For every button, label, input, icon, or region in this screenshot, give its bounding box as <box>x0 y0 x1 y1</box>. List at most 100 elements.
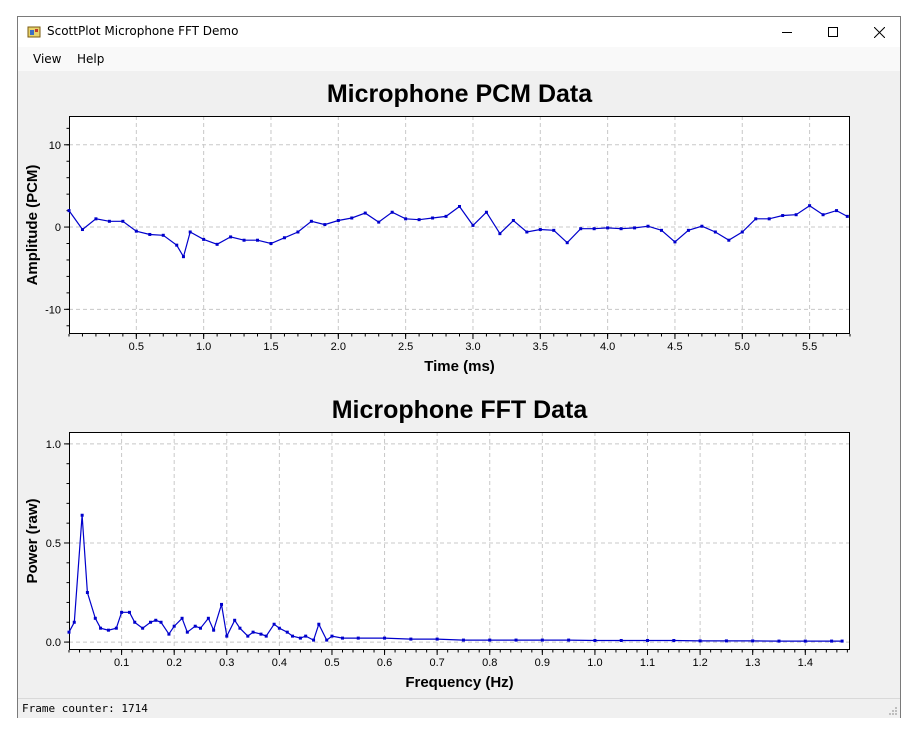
data-point <box>383 636 387 640</box>
x-tick-label: 0.4 <box>272 657 287 669</box>
data-point <box>225 634 229 638</box>
data-point <box>72 620 76 624</box>
maximize-button[interactable] <box>810 17 856 47</box>
data-point <box>181 255 185 259</box>
data-point <box>291 634 295 638</box>
data-point <box>285 630 289 634</box>
data-point <box>350 216 354 220</box>
data-point <box>659 228 663 232</box>
x-tick-label: 0.9 <box>535 657 550 669</box>
data-point <box>633 226 637 230</box>
x-tick-label: 3.5 <box>533 341 548 353</box>
x-axis-label: Frequency (Hz) <box>405 674 513 691</box>
data-point <box>821 213 825 217</box>
data-point <box>538 228 542 232</box>
data-point <box>67 630 71 634</box>
x-tick-label: 0.8 <box>482 657 497 669</box>
data-point <box>593 638 597 642</box>
data-point <box>830 639 834 643</box>
data-point <box>188 230 192 234</box>
data-point <box>619 227 623 231</box>
data-point <box>296 230 300 234</box>
x-tick-label: 0.3 <box>219 657 234 669</box>
data-point <box>148 232 152 236</box>
data-point <box>700 224 704 228</box>
data-point <box>540 638 544 642</box>
data-point <box>431 216 435 220</box>
series-line <box>68 204 848 259</box>
data-point <box>220 602 224 606</box>
menu-help[interactable]: Help <box>77 52 105 66</box>
data-point <box>206 616 210 620</box>
close-button[interactable] <box>856 17 902 47</box>
chart-2 <box>64 432 850 655</box>
chart-1 <box>64 116 851 339</box>
data-point <box>198 626 202 630</box>
x-tick-label: 5.5 <box>802 341 817 353</box>
data-point <box>336 218 340 222</box>
x-tick-label: 0.7 <box>429 657 444 669</box>
data-point <box>80 513 84 517</box>
data-point <box>304 634 308 638</box>
data-point <box>461 638 465 642</box>
data-point <box>619 638 623 642</box>
data-point <box>251 630 255 634</box>
data-point <box>458 204 461 208</box>
data-point <box>686 228 690 232</box>
data-point <box>277 626 281 630</box>
data-point <box>525 230 529 234</box>
data-point <box>312 638 316 642</box>
data-point <box>417 218 421 222</box>
x-tick-label: 0.5 <box>324 657 339 669</box>
x-tick-label: 1.0 <box>587 657 602 669</box>
title-bar[interactable]: ScottPlot Microphone FFT Demo <box>18 17 900 47</box>
data-point <box>85 591 89 595</box>
y-tick-label: 1.0 <box>46 439 61 451</box>
data-point <box>242 238 246 242</box>
data-point <box>751 639 755 643</box>
data-point <box>511 218 515 222</box>
data-point <box>435 637 439 641</box>
y-tick-label: 0 <box>55 222 61 234</box>
x-tick-label: 1.5 <box>263 341 278 353</box>
data-point <box>845 214 849 218</box>
data-point <box>120 610 124 614</box>
data-point <box>754 217 758 221</box>
minimize-icon <box>782 32 792 33</box>
data-point <box>67 209 71 213</box>
data-point <box>323 223 327 227</box>
data-point <box>80 228 84 232</box>
data-point <box>565 241 569 245</box>
data-point <box>808 204 812 208</box>
data-point <box>409 637 413 641</box>
data-point <box>272 622 276 626</box>
x-tick-label: 0.2 <box>167 657 182 669</box>
data-point <box>727 238 731 242</box>
data-point <box>185 630 189 634</box>
x-tick-label: 1.1 <box>640 657 655 669</box>
plot-background <box>69 116 850 334</box>
plot-background <box>69 432 850 650</box>
app-icon <box>27 26 41 38</box>
data-point <box>215 242 219 246</box>
data-point <box>444 214 448 218</box>
data-point <box>724 639 728 643</box>
data-point <box>106 628 110 632</box>
plot-area: 0.5 1.0 1.5 2.0 2.5 3.0 3.5 4.0 4.5 5.0 5.5 10 0 -10 M… <box>24 80 851 691</box>
data-point <box>781 214 785 218</box>
data-point <box>141 626 145 630</box>
resize-grip-icon[interactable] <box>888 706 898 716</box>
data-point <box>282 236 286 240</box>
minimize-button[interactable] <box>764 17 810 47</box>
data-point <box>340 636 344 640</box>
close-icon <box>873 26 885 38</box>
menu-view[interactable]: View <box>33 52 62 66</box>
data-point <box>606 226 610 230</box>
data-point <box>154 618 158 622</box>
x-tick-label: 0.5 <box>129 341 144 353</box>
y-tick-label: 0.5 <box>46 538 61 550</box>
data-point <box>133 620 137 624</box>
data-point <box>514 638 518 642</box>
data-point <box>740 230 744 234</box>
data-point <box>127 610 131 614</box>
